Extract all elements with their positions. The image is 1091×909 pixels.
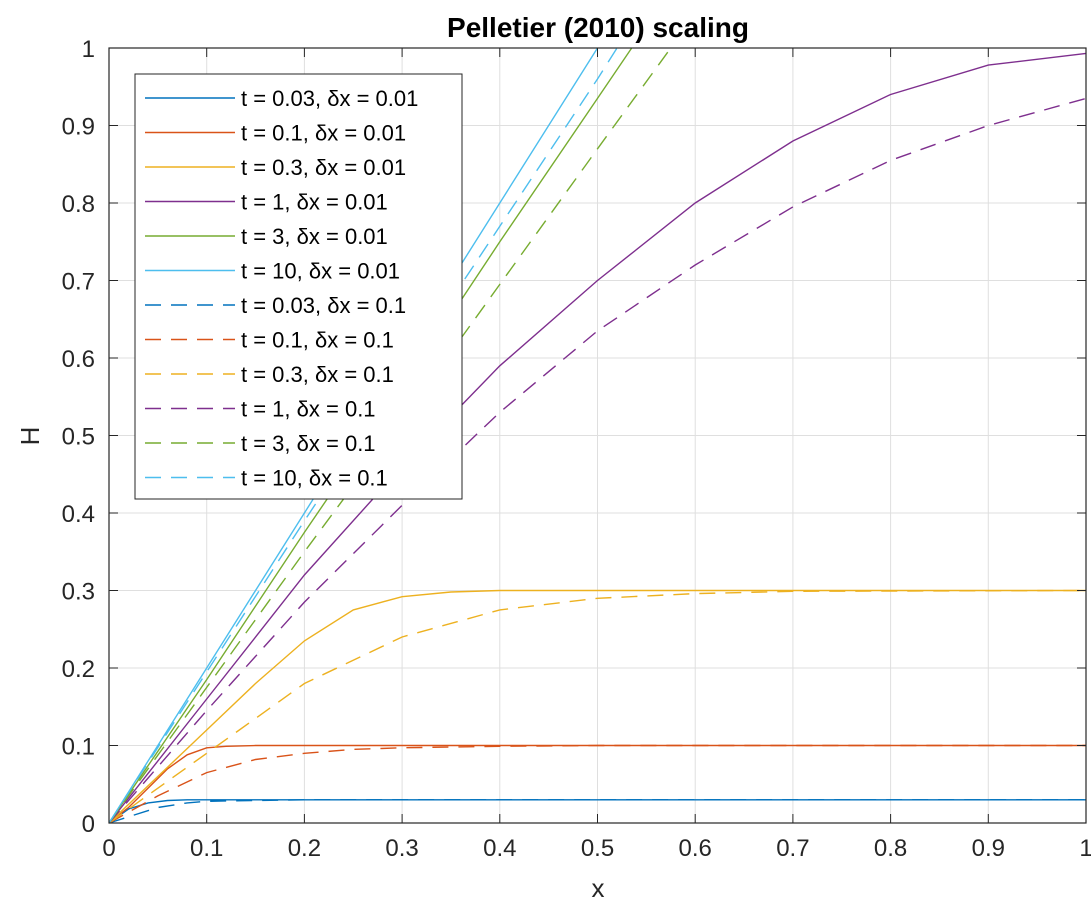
x-tick-label: 0.3	[385, 835, 418, 862]
legend-label: t = 3, δx = 0.1	[241, 431, 376, 456]
x-tick-label: 1	[1079, 835, 1091, 862]
legend-box	[134, 73, 463, 500]
series-line	[108, 47, 618, 824]
x-axis-label: x	[592, 873, 605, 903]
y-axis-label: H	[15, 427, 45, 446]
y-tick-label: 0.1	[62, 734, 95, 761]
legend-label: t = 10, δx = 0.1	[241, 466, 388, 491]
x-tick-label: 0.8	[874, 835, 907, 862]
legend-label: t = 1, δx = 0.1	[241, 397, 376, 422]
x-tick-label: 0.1	[190, 835, 223, 862]
x-tick-label: 0.5	[581, 835, 614, 862]
legend-label: t = 0.1, δx = 0.01	[241, 121, 406, 146]
x-tick-label: 0.6	[679, 835, 712, 862]
y-tick-label: 0.6	[62, 346, 95, 373]
legend-label: t = 1, δx = 0.01	[241, 190, 388, 215]
y-tick-label: 1	[82, 36, 95, 63]
x-tick-label: 0.7	[776, 835, 809, 862]
x-tick-label: 0	[102, 835, 115, 862]
legend-label: t = 10, δx = 0.01	[241, 259, 400, 284]
series-line	[108, 97, 1087, 824]
y-tick-label: 0.7	[62, 269, 95, 296]
axis-ticks	[108, 47, 1087, 824]
y-tick-label: 0.5	[62, 424, 95, 451]
series-line	[108, 589, 1086, 824]
y-tick-label: 0.3	[62, 579, 95, 606]
y-tick-label: 0.4	[62, 501, 95, 528]
x-tick-label: 0.2	[288, 835, 321, 862]
y-tick-label: 0	[82, 811, 95, 838]
series-line	[108, 744, 1086, 824]
series-line	[108, 744, 1086, 824]
legend-label: t = 0.3, δx = 0.01	[241, 155, 406, 180]
x-axis-tick-labels: 0 0.1 0.2 0.3 0.4 0.5 0.6 0.7 0.8 0.9 1	[102, 835, 1091, 862]
y-axis-tick-labels: 0 0.1 0.2 0.3 0.4 0.5 0.6 0.7 0.8 0.9 1	[62, 36, 95, 838]
y-tick-label: 0.8	[62, 191, 95, 218]
legend-label: t = 0.1, δx = 0.1	[241, 328, 394, 353]
chart-title: Pelletier (2010) scaling	[447, 12, 749, 43]
series-line	[108, 589, 1087, 824]
legend-label: t = 0.3, δx = 0.1	[241, 362, 394, 387]
legend-label: t = 0.03, δx = 0.1	[241, 293, 406, 318]
y-tick-label: 0.2	[62, 656, 95, 683]
series-line	[108, 52, 1087, 824]
series-line	[108, 799, 1086, 824]
y-tick-label: 0.9	[62, 114, 95, 141]
legend: t = 0.03, δx = 0.01 t = 0.1, δx = 0.01 t =…	[134, 73, 463, 500]
x-tick-label: 0.9	[972, 835, 1005, 862]
series-line	[108, 799, 1086, 824]
legend-label: t = 3, δx = 0.01	[241, 224, 388, 249]
x-tick-label: 0.4	[483, 835, 516, 862]
legend-label: t = 0.03, δx = 0.01	[241, 86, 418, 111]
